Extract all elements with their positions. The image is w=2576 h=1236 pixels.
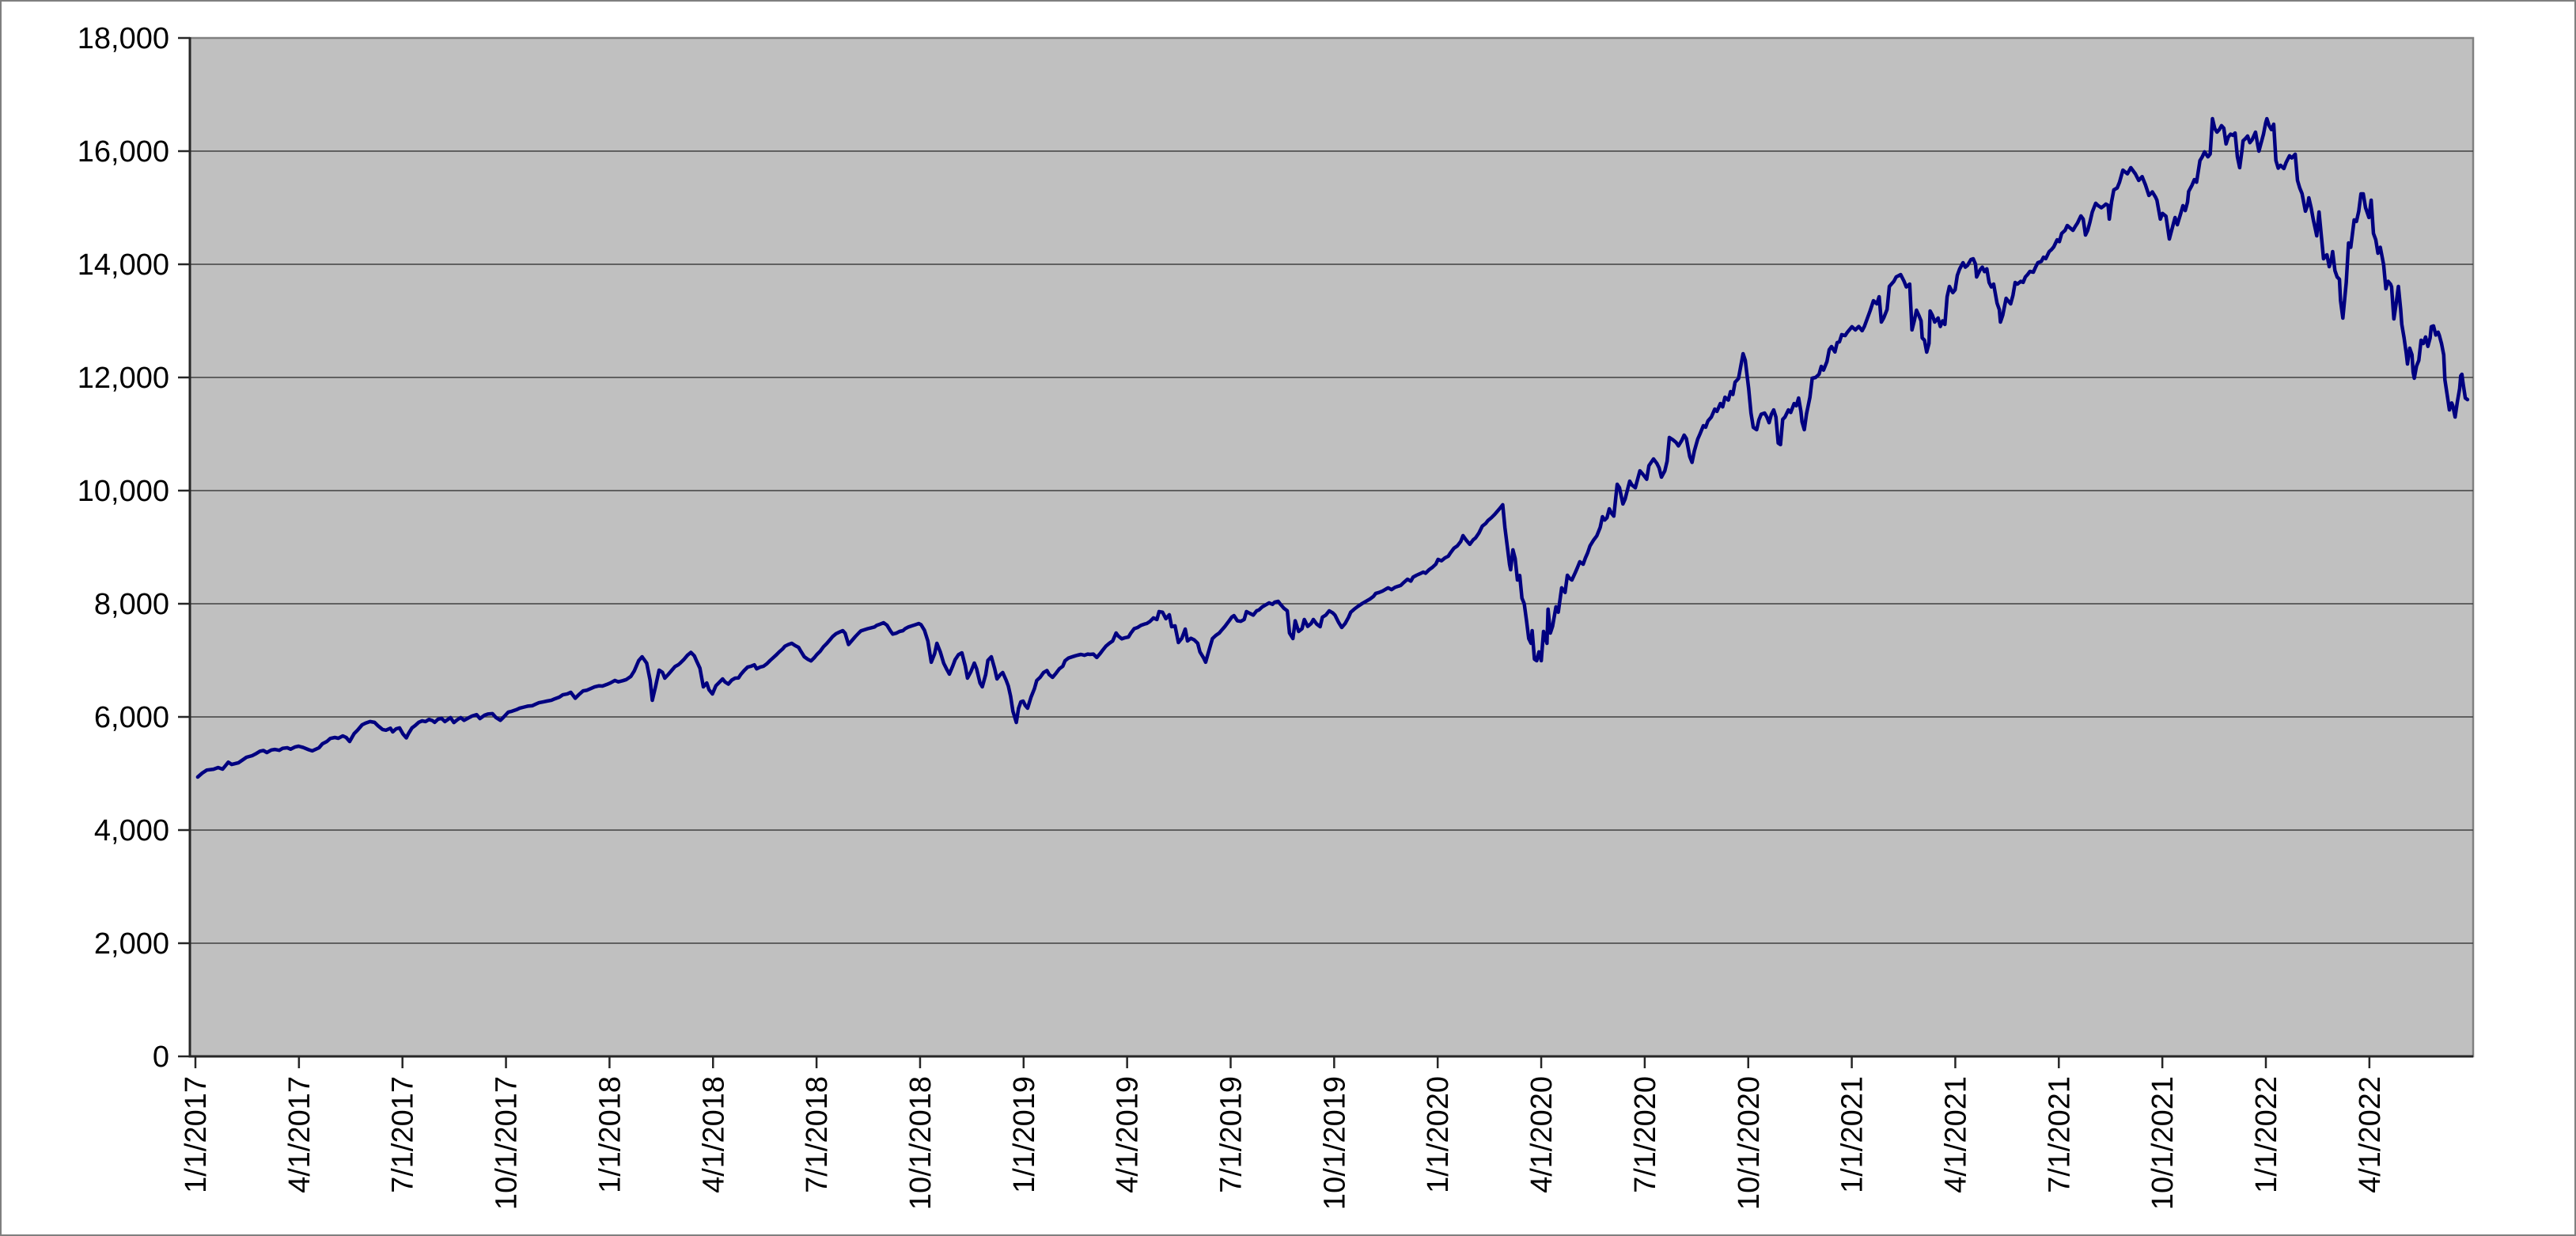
y-axis-label: 4,000: [94, 814, 169, 847]
x-axis-label: 7/1/2020: [1629, 1076, 1662, 1193]
y-axis-label: 16,000: [78, 135, 169, 169]
y-axis-label: 12,000: [78, 362, 169, 395]
x-axis-label: 10/1/2020: [1733, 1076, 1766, 1210]
x-axis-label: 10/1/2018: [904, 1076, 938, 1210]
x-axis-label: 1/1/2022: [2250, 1076, 2283, 1193]
x-axis-label: 10/1/2017: [491, 1076, 524, 1210]
y-axis-label: 2,000: [94, 927, 169, 961]
x-axis-label: 1/1/2020: [1422, 1076, 1455, 1193]
y-axis-label: 6,000: [94, 701, 169, 734]
x-axis-label: 4/1/2019: [1112, 1076, 1145, 1193]
x-axis-label: 10/1/2019: [1318, 1076, 1351, 1210]
y-axis-label: 8,000: [94, 588, 169, 621]
y-axis-label: 18,000: [78, 22, 169, 55]
x-axis-label: 10/1/2021: [2146, 1076, 2180, 1210]
x-axis-label: 7/1/2021: [2043, 1076, 2076, 1193]
x-axis-label: 4/1/2018: [697, 1076, 730, 1193]
data-line-series: [195, 116, 2470, 779]
x-axis-label: 1/1/2019: [1008, 1076, 1041, 1193]
x-axis-label: 4/1/2022: [2354, 1076, 2387, 1193]
x-axis-label: 1/1/2021: [1836, 1076, 1869, 1193]
x-axis-label: 4/1/2017: [283, 1076, 316, 1193]
x-axis-label: 1/1/2018: [593, 1076, 627, 1193]
x-axis-label: 4/1/2020: [1525, 1076, 1559, 1193]
y-axis-label: 0: [153, 1041, 169, 1074]
y-axis-label: 10,000: [78, 475, 169, 508]
x-axis-label: 1/1/2017: [180, 1076, 213, 1193]
x-axis-label: 4/1/2021: [1939, 1076, 1972, 1193]
y-axis-label: 14,000: [78, 248, 169, 282]
plot-area: [188, 36, 2475, 1058]
x-axis-label: 7/1/2017: [387, 1076, 420, 1193]
x-axis-label: 7/1/2019: [1215, 1076, 1248, 1193]
x-axis-label: 7/1/2018: [801, 1076, 834, 1193]
